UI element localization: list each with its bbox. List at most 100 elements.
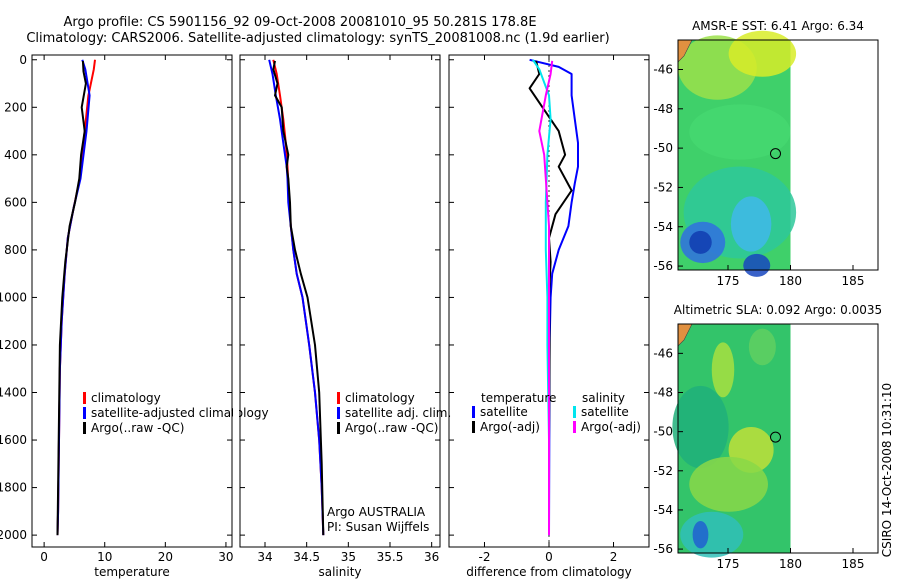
sla-map-title: Altimetric SLA: 0.092 Argo: 0.0035 xyxy=(674,303,882,317)
side-stamp: CSIRO 14-Oct-2008 10:31:10 xyxy=(880,383,894,557)
sla-map-ytick-label: -52 xyxy=(653,464,673,478)
legend-diff-header-salinity: salinity xyxy=(582,391,625,405)
sst-map-title: AMSR-E SST: 6.41 Argo: 6.34 xyxy=(692,19,864,33)
legend-diff-sal-satellite-swatch xyxy=(573,406,576,418)
sst-map-field-patch xyxy=(689,230,712,254)
legend-temp-satellite: satellite-adjusted climatology xyxy=(91,406,269,420)
legend-sal-climatology: climatology xyxy=(345,391,415,405)
salinity-profile-panel xyxy=(239,54,441,548)
sst-map-field-patch xyxy=(728,30,797,77)
sla-map-argo-marker xyxy=(770,431,781,443)
difference-profile-xtick-label: 0 xyxy=(545,550,553,564)
temperature-profile-frame xyxy=(31,54,233,548)
sst-map-field-patch xyxy=(743,253,771,277)
difference-profile-xtick-label: 2 xyxy=(610,550,618,564)
depth-tick-label: 400 xyxy=(4,148,27,162)
sla-map-ytick-label: -56 xyxy=(653,542,673,556)
sla-map-xtick-label: 175 xyxy=(717,557,740,571)
figure-title-line1: Argo profile: CS 5901156_92 09-Oct-2008 … xyxy=(63,15,536,30)
legend-sal-climatology-swatch xyxy=(337,392,340,404)
salinity-profile-frame xyxy=(239,54,441,548)
sla-map-ytick-label: -48 xyxy=(653,386,673,400)
legend-diff-temp-argo-swatch xyxy=(472,421,475,433)
depth-tick-label: 2000 xyxy=(0,528,27,542)
legend-sal-argo: Argo(..raw -QC) xyxy=(345,421,438,435)
sst-map-ytick-label: -54 xyxy=(653,220,673,234)
temperature-profile-xtick-label: 20 xyxy=(158,550,173,564)
legend-temp-climatology: climatology xyxy=(91,391,161,405)
sst-map-argo-marker xyxy=(770,148,781,160)
depth-tick-label: 1200 xyxy=(0,338,27,352)
sla-map-field-patch xyxy=(680,511,744,558)
sst-map-field-patch xyxy=(730,196,772,252)
legend-diff-temp-satellite-swatch xyxy=(472,406,475,418)
difference-profile-xlabel: difference from climatology xyxy=(466,565,632,579)
sla-map-field-patch xyxy=(692,520,709,549)
sla-map-ytick-label: -50 xyxy=(653,425,673,439)
sla-map-xtick-label: 185 xyxy=(842,557,865,571)
salinity-profile-xtick-label: 36 xyxy=(424,550,439,564)
salinity-profile-series-argo-raw-qc- xyxy=(272,60,325,536)
sst-map-ytick-label: -50 xyxy=(653,141,673,155)
temperature-profile-panel xyxy=(31,54,233,548)
sla-map-ytick-label: -54 xyxy=(653,503,673,517)
sst-map-ytick-label: -46 xyxy=(653,62,673,76)
sst-map-panel xyxy=(677,30,879,277)
difference-profile-panel xyxy=(448,54,650,548)
salinity-profile-xtick-label: 35.5 xyxy=(377,550,404,564)
sst-map-xtick-label: 175 xyxy=(717,274,740,288)
salinity-profile-xtick-label: 34.5 xyxy=(293,550,320,564)
legend-diff-sal-argo: Argo(-adj) xyxy=(581,420,641,434)
depth-tick-label: 800 xyxy=(4,243,27,257)
legend-diff-sal-argo-swatch xyxy=(573,421,576,433)
legend-clip-mask xyxy=(233,390,239,420)
salinity-profile-xlabel: salinity xyxy=(318,565,361,579)
depth-tick-label: 1000 xyxy=(0,290,27,304)
legend-sal-satellite: satellite adj. clim. xyxy=(345,406,451,420)
legend-temp-satellite-swatch xyxy=(83,407,86,419)
sla-map-xtick-label: 180 xyxy=(779,557,802,571)
sst-map-ytick-label: -56 xyxy=(653,259,673,273)
sla-map-field-patch xyxy=(711,342,735,398)
sst-map-ytick-label: -52 xyxy=(653,180,673,194)
sst-map-xtick-label: 185 xyxy=(842,274,865,288)
depth-tick-label: 600 xyxy=(4,195,27,209)
salinity-profile-xtick-label: 35 xyxy=(341,550,356,564)
sla-map-field-patch xyxy=(689,456,768,512)
sst-map-field-patch xyxy=(689,104,791,160)
difference-profile-xtick-label: -2 xyxy=(478,550,490,564)
argo-annotation-1: Argo AUSTRALIA xyxy=(327,505,426,519)
depth-tick-label: 200 xyxy=(4,100,27,114)
sla-map-field-patch xyxy=(748,328,776,366)
salinity-profile-xtick-label: 34 xyxy=(257,550,272,564)
legend-diff-temp-argo: Argo(-adj) xyxy=(480,420,540,434)
temperature-profile-xtick-label: 30 xyxy=(218,550,233,564)
legend-diff-sal-satellite: satellite xyxy=(581,405,629,419)
sst-map-ytick-label: -48 xyxy=(653,102,673,116)
legend-temp-climatology-swatch xyxy=(83,392,86,404)
sst-map-frame xyxy=(677,39,879,271)
sla-map-panel xyxy=(672,323,879,558)
sst-map-xtick-label: 180 xyxy=(779,274,802,288)
legend-temp-argo-swatch xyxy=(83,422,86,434)
temperature-profile-xlabel: temperature xyxy=(94,565,169,579)
difference-profile-series-salinity-satellite xyxy=(532,59,552,536)
legend-diff-header-temperature: temperature xyxy=(481,391,556,405)
legend-temp-argo: Argo(..raw -QC) xyxy=(91,421,184,435)
temperature-profile-xtick-label: 10 xyxy=(97,550,112,564)
figure-title-line2: Climatology: CARS2006. Satellite-adjuste… xyxy=(26,31,609,46)
sla-map-ytick-label: -46 xyxy=(653,346,673,360)
temperature-profile-series-argo-raw-qc- xyxy=(56,60,87,536)
legend-diff-temp-satellite: satellite xyxy=(480,405,528,419)
legend-sal-satellite-swatch xyxy=(337,407,340,419)
legend-sal-argo-swatch xyxy=(337,422,340,434)
sla-map-field-patch xyxy=(672,385,729,469)
depth-tick-label: 1800 xyxy=(0,481,27,495)
difference-profile-series-salinity-argo-adj- xyxy=(538,60,554,536)
depth-tick-label: 1400 xyxy=(0,386,27,400)
argo-annotation-2: PI: Susan Wijffels xyxy=(327,520,429,534)
depth-tick-label: 0 xyxy=(19,53,27,67)
depth-tick-label: 1600 xyxy=(0,433,27,447)
sla-map-frame xyxy=(677,323,879,554)
